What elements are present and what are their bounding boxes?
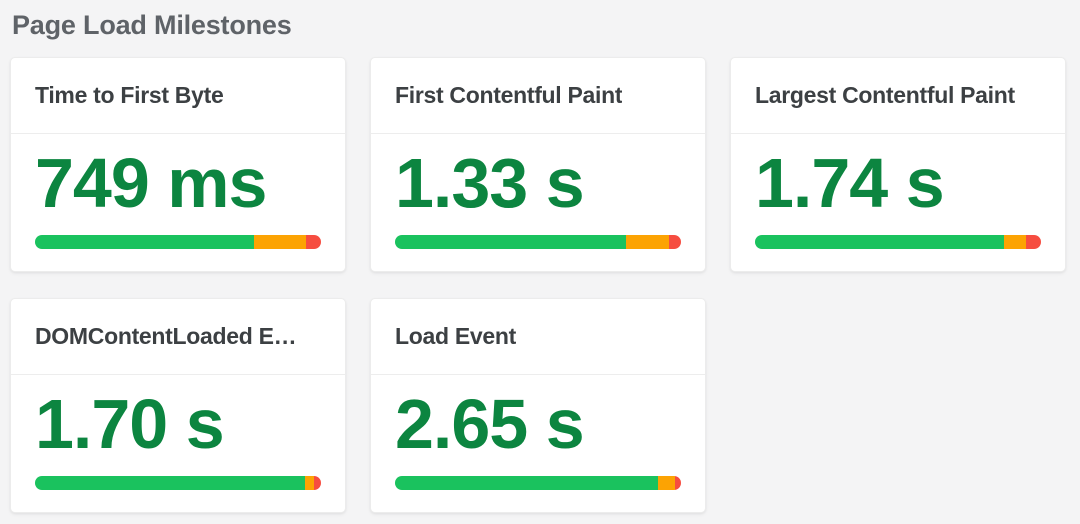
gauge-segment-red (669, 235, 681, 249)
metric-card-largest-contentful-paint: Largest Contentful Paint 1.74 s (730, 57, 1066, 272)
metric-card-time-to-first-byte: Time to First Byte 749 ms (10, 57, 346, 272)
metric-gauge-bar (35, 235, 321, 249)
metric-title: First Contentful Paint (395, 82, 623, 108)
metric-value: 1.33 s (395, 144, 585, 222)
metric-value: 1.70 s (35, 385, 225, 463)
gauge-segment-orange (1004, 235, 1026, 249)
metric-card-body: 749 ms (11, 134, 345, 249)
metric-title: Time to First Byte (35, 82, 224, 108)
gauge-segment-red (675, 476, 681, 490)
metric-card-header: Largest Contentful Paint (731, 58, 1065, 134)
metric-title: Largest Contentful Paint (755, 82, 1015, 108)
gauge-segment-orange (658, 476, 676, 490)
metric-card-body: 1.70 s (11, 375, 345, 490)
metric-gauge-bar (395, 235, 681, 249)
metric-card-first-contentful-paint: First Contentful Paint 1.33 s (370, 57, 706, 272)
metric-gauge-bar (35, 476, 321, 490)
milestones-card-grid: Time to First Byte 749 ms First Contentf… (0, 57, 1080, 513)
metric-value: 1.74 s (755, 144, 945, 222)
metric-card-header: Time to First Byte (11, 58, 345, 134)
metric-title: DOMContentLoaded E… (35, 323, 297, 349)
gauge-segment-green (395, 476, 659, 490)
metric-card-header: Load Event (371, 299, 705, 375)
gauge-segment-green (35, 476, 306, 490)
gauge-segment-green (755, 235, 1005, 249)
metric-title: Load Event (395, 323, 516, 349)
page-title: Page Load Milestones (12, 10, 292, 40)
gauge-segment-orange (625, 235, 670, 249)
gauge-segment-green (395, 235, 626, 249)
metric-card-body: 1.33 s (371, 134, 705, 249)
metric-gauge-bar (395, 476, 681, 490)
metric-value: 749 ms (35, 144, 267, 222)
metric-card-header: First Contentful Paint (371, 58, 705, 134)
metric-card-load-event: Load Event 2.65 s (370, 298, 706, 513)
metric-value: 2.65 s (395, 385, 585, 463)
gauge-segment-green (35, 235, 254, 249)
gauge-segment-red (306, 235, 321, 249)
metric-card-domcontentloaded-event: DOMContentLoaded E… 1.70 s (10, 298, 346, 513)
gauge-segment-orange (253, 235, 307, 249)
metric-card-header: DOMContentLoaded E… (11, 299, 345, 375)
gauge-segment-orange (305, 476, 315, 490)
metric-card-body: 2.65 s (371, 375, 705, 490)
metric-gauge-bar (755, 235, 1041, 249)
metric-card-body: 1.74 s (731, 134, 1065, 249)
gauge-segment-red (1025, 235, 1041, 249)
gauge-segment-red (314, 476, 321, 490)
